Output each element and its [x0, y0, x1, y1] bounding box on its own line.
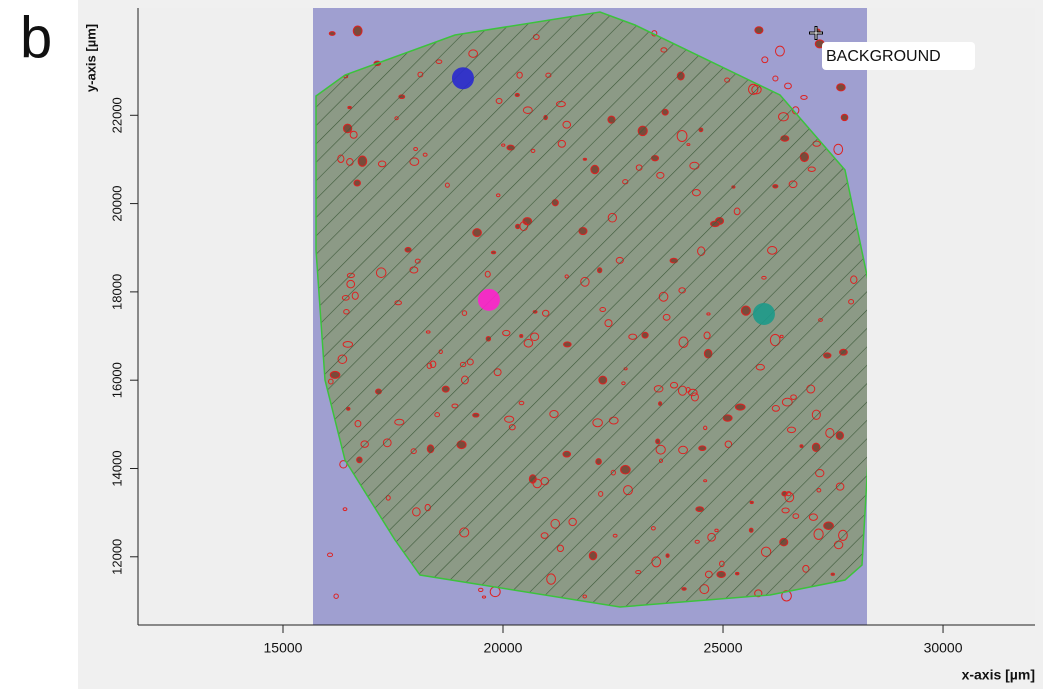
hatched-region	[315, 11, 867, 608]
micrograph	[313, 8, 867, 625]
y-tick-label: 22000	[109, 97, 124, 133]
particle	[772, 75, 779, 82]
marker	[477, 288, 500, 311]
marker	[752, 302, 775, 325]
panel-label: b	[20, 5, 52, 70]
particle	[800, 95, 808, 100]
particle	[840, 113, 849, 122]
particle	[833, 143, 844, 155]
y-axis-title: y-axis [µm]	[83, 24, 98, 92]
x-tick-label: 25000	[704, 640, 743, 656]
particle	[775, 45, 785, 57]
y-tick-label: 18000	[109, 274, 124, 310]
annotation: BACKGROUND	[826, 48, 941, 65]
particle	[784, 82, 792, 90]
crosshair-cursor	[809, 26, 823, 40]
x-tick-label: 20000	[484, 640, 523, 656]
particle	[481, 595, 487, 599]
particle	[754, 26, 764, 35]
y-tick-label: 14000	[109, 450, 124, 486]
annotation-box	[822, 42, 975, 70]
particle	[836, 83, 846, 92]
particle	[342, 507, 348, 512]
particle	[478, 587, 484, 593]
particle	[352, 25, 363, 37]
particle	[761, 56, 769, 64]
x-tick-label: 30000	[924, 640, 963, 656]
y-tick-label: 20000	[109, 186, 124, 222]
y-tick-label: 12000	[109, 539, 124, 575]
particle	[333, 593, 339, 599]
x-tick-label: 15000	[264, 640, 303, 656]
particle	[327, 552, 334, 558]
x-axis-title: x-axis [µm]	[962, 667, 1035, 683]
particle	[328, 31, 336, 36]
marker	[451, 67, 474, 90]
y-tick-label: 16000	[109, 362, 124, 398]
